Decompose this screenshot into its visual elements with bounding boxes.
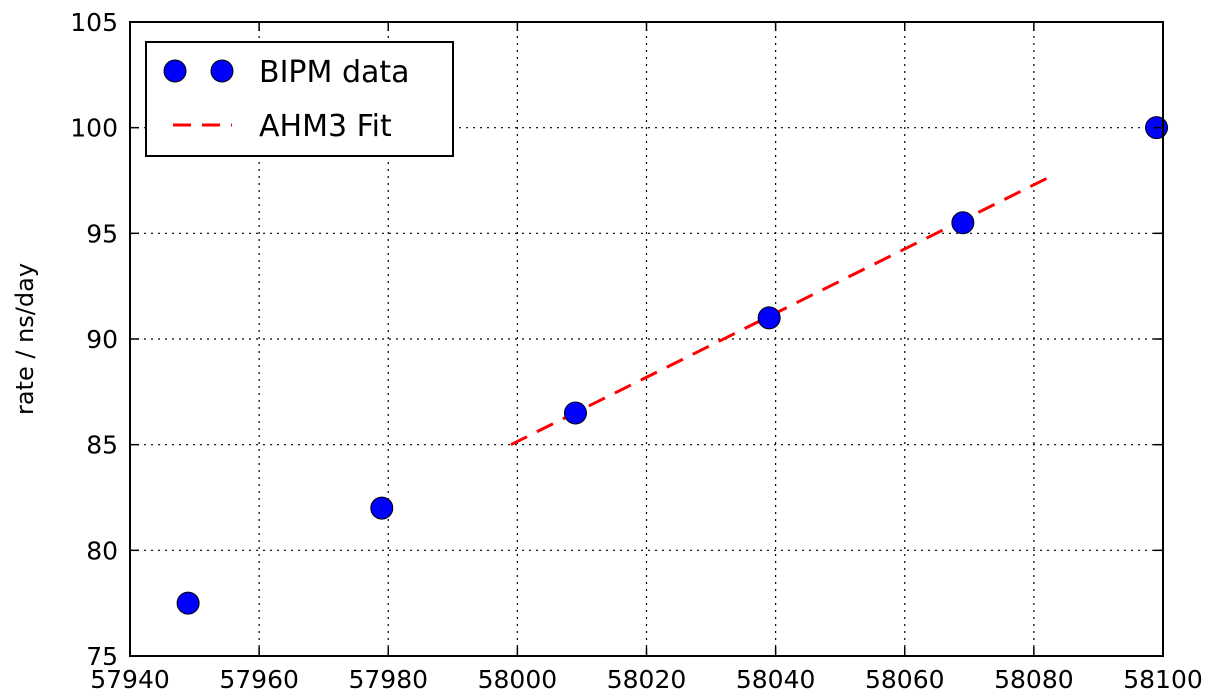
x-tick-label: 58060 — [865, 665, 945, 694]
y-tick-label: 85 — [86, 431, 118, 460]
data-point — [757, 306, 781, 330]
data-point — [370, 496, 394, 520]
y-tick-label: 95 — [86, 219, 118, 248]
legend-marker — [163, 59, 187, 83]
legend-label: BIPM data — [259, 55, 410, 90]
legend-marker — [210, 59, 234, 83]
x-tick-label: 58040 — [736, 665, 816, 694]
x-tick-label: 58020 — [607, 665, 687, 694]
y-axis-label: rate / ns/day — [11, 263, 39, 415]
legend-label: AHM3 Fit — [259, 109, 392, 144]
x-tick-label: 57980 — [348, 665, 428, 694]
data-point — [563, 401, 587, 425]
y-tick-label: 90 — [86, 325, 118, 354]
y-tick-label: 105 — [70, 8, 118, 37]
x-tick-label: 58080 — [994, 665, 1074, 694]
legend-box — [145, 41, 454, 157]
x-tick-label: 58100 — [1123, 665, 1203, 694]
y-tick-label: 100 — [70, 114, 118, 143]
data-point — [951, 211, 975, 235]
y-tick-label: 80 — [86, 536, 118, 565]
y-tick-label: 75 — [86, 642, 118, 671]
legend: BIPM data AHM3 Fit — [145, 41, 454, 157]
data-point — [176, 591, 200, 615]
x-tick-label: 58000 — [478, 665, 558, 694]
x-tick-label: 57960 — [219, 665, 299, 694]
x-tick-label: 57940 — [90, 665, 170, 694]
axis-ticks: 57940 57960 57980 58000 58020 58040 58060 58080… — [70, 8, 1202, 694]
legend-items: BIPM data AHM3 Fit — [163, 55, 410, 144]
